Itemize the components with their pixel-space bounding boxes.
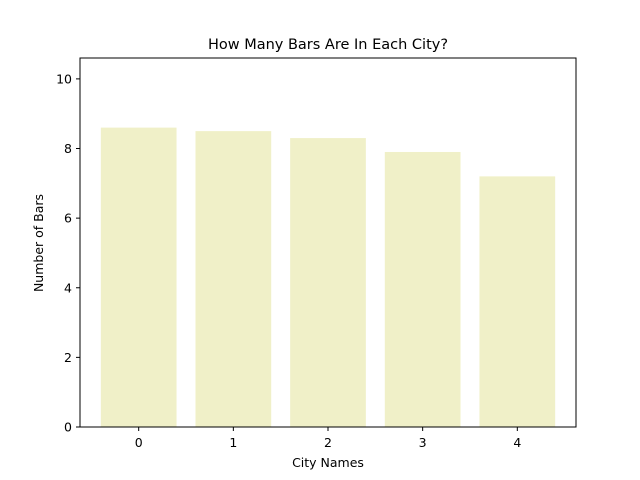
y-tick-label: 0 [64, 420, 72, 435]
x-tick-label: 3 [419, 435, 427, 450]
x-tick-label: 1 [229, 435, 237, 450]
y-axis-label: Number of Bars [31, 194, 46, 292]
plot-frame [79, 57, 577, 428]
x-tick-label: 2 [324, 435, 332, 450]
x-axis-label: City Names [292, 455, 364, 470]
y-tick-label: 4 [64, 280, 72, 295]
bar-4 [479, 176, 556, 427]
bar-3 [384, 151, 461, 427]
bar-1 [195, 131, 272, 428]
chart-title: How Many Bars Are In Each City? [208, 37, 448, 53]
y-tick-label: 2 [64, 350, 72, 365]
y-tick-label: 10 [56, 71, 72, 86]
y-tick-label: 8 [64, 141, 72, 156]
bar-0 [100, 127, 177, 427]
bars-group [100, 127, 556, 428]
y-tick-label: 6 [64, 211, 72, 226]
x-tick-label: 0 [135, 435, 143, 450]
y-axis: 0 2 4 6 8 10 [56, 71, 80, 435]
x-tick-label: 4 [513, 435, 521, 450]
bar-2 [290, 138, 366, 427]
x-axis: 0 1 2 3 4 [135, 427, 521, 450]
